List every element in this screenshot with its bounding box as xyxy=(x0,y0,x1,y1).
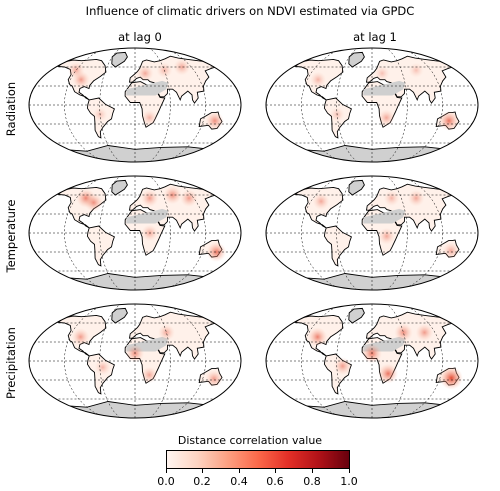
correlation-hotspot xyxy=(394,323,413,342)
correlation-hotspot xyxy=(312,192,330,210)
correlation-hotspot xyxy=(383,190,400,207)
graticule-meridian xyxy=(149,48,171,162)
correlation-hotspot xyxy=(307,327,328,347)
map-outline xyxy=(265,47,479,163)
map-temperature-lag-0 xyxy=(28,175,242,291)
masked-region xyxy=(126,80,169,96)
colorbar-tick xyxy=(166,469,167,473)
correlation-hotspot xyxy=(67,61,85,79)
continent-south-america xyxy=(86,225,115,267)
continent-south-america xyxy=(323,225,352,267)
map-radiation-lag-0 xyxy=(28,47,242,163)
graticule-meridian xyxy=(64,304,106,418)
graticule-meridian xyxy=(401,48,443,162)
figure-title: Influence of climatic drivers on NDVI es… xyxy=(85,4,415,18)
map-precipitation-lag-0 xyxy=(28,303,242,419)
graticule-meridian xyxy=(164,176,206,290)
colorbar xyxy=(166,450,350,469)
graticule-meridian xyxy=(301,304,343,418)
correlation-hotspot xyxy=(141,109,158,126)
colorbar-tick xyxy=(239,469,240,473)
colorbar-tick-label: 0.2 xyxy=(193,475,211,488)
colorbar-tick xyxy=(349,469,350,473)
graticule-meridian xyxy=(336,304,358,418)
graticule-meridian xyxy=(64,176,106,290)
graticule-meridian xyxy=(386,176,408,290)
correlation-hotspot xyxy=(439,366,463,390)
masked-region xyxy=(363,80,406,96)
correlation-hotspot xyxy=(180,189,198,207)
correlation-hotspot xyxy=(205,111,224,131)
map-outline xyxy=(28,175,242,291)
correlation-hotspot xyxy=(442,242,460,260)
correlation-hotspot xyxy=(378,109,395,127)
correlation-hotspot xyxy=(438,110,459,131)
correlation-hotspot xyxy=(140,189,159,207)
colorbar-label: Distance correlation value xyxy=(177,434,323,447)
masked-region xyxy=(126,208,169,224)
graticule-meridian xyxy=(401,304,443,418)
correlation-hotspot xyxy=(84,193,103,212)
colorbar-tick-label: 1.0 xyxy=(340,475,358,488)
correlation-hotspot xyxy=(173,58,191,76)
continent-greenland xyxy=(111,307,128,324)
colorbar-tick xyxy=(202,469,203,473)
correlation-hotspot xyxy=(378,363,399,384)
row-label-precipitation: Precipitation xyxy=(4,327,18,399)
correlation-hotspot xyxy=(415,323,434,342)
graticule-meridian xyxy=(336,48,358,162)
colorbar-tick xyxy=(275,469,276,473)
correlation-hotspot xyxy=(206,242,227,262)
graticule-meridian xyxy=(386,304,408,418)
correlation-hotspot xyxy=(136,64,154,82)
correlation-hotspot xyxy=(94,359,111,376)
map-outline xyxy=(28,47,242,163)
correlation-hotspot xyxy=(140,366,158,384)
correlation-hotspot xyxy=(407,189,425,207)
colorbar-tick xyxy=(312,469,313,473)
graticule-meridian xyxy=(149,176,171,290)
colorbar-tick-label: 0.6 xyxy=(266,475,284,488)
correlation-hotspot xyxy=(333,357,352,375)
graticule-meridian xyxy=(149,304,171,418)
graticule-meridian xyxy=(64,48,106,162)
graticule-meridian xyxy=(99,48,121,162)
graticule-meridian xyxy=(301,48,343,162)
correlation-hotspot xyxy=(374,65,390,81)
graticule-meridian xyxy=(164,304,206,418)
correlation-hotspot xyxy=(163,185,182,205)
continent-greenland xyxy=(348,179,365,196)
graticule-meridian xyxy=(164,48,206,162)
correlation-hotspot xyxy=(310,71,327,88)
graticule-meridian xyxy=(336,176,358,290)
correlation-hotspot xyxy=(205,369,223,388)
continent-greenland xyxy=(111,179,128,196)
correlation-hotspot xyxy=(408,62,424,78)
colorbar-tick-label: 0.0 xyxy=(157,475,175,488)
map-outline xyxy=(265,303,479,419)
masked-region xyxy=(363,208,406,224)
correlation-hotspot xyxy=(71,328,90,346)
graticule-meridian xyxy=(99,176,121,290)
graticule-meridian xyxy=(99,304,121,418)
correlation-hotspot xyxy=(158,324,175,341)
continent-greenland xyxy=(348,51,365,68)
column-title-lag-0: at lag 0 xyxy=(118,30,162,44)
map-outline xyxy=(265,175,479,291)
graticule-meridian xyxy=(401,176,443,290)
map-precipitation-lag-1 xyxy=(265,303,479,419)
graticule-meridian xyxy=(301,176,343,290)
column-title-lag-1: at lag 1 xyxy=(353,30,397,44)
colorbar-tick-label: 0.4 xyxy=(230,475,248,488)
map-outline xyxy=(28,303,242,419)
continent-greenland xyxy=(348,307,365,324)
correlation-hotspot xyxy=(378,227,396,245)
map-radiation-lag-1 xyxy=(265,47,479,163)
continent-greenland xyxy=(111,51,128,68)
graticule-meridian xyxy=(386,48,408,162)
map-temperature-lag-1 xyxy=(265,175,479,291)
colorbar-tick-label: 0.8 xyxy=(303,475,321,488)
